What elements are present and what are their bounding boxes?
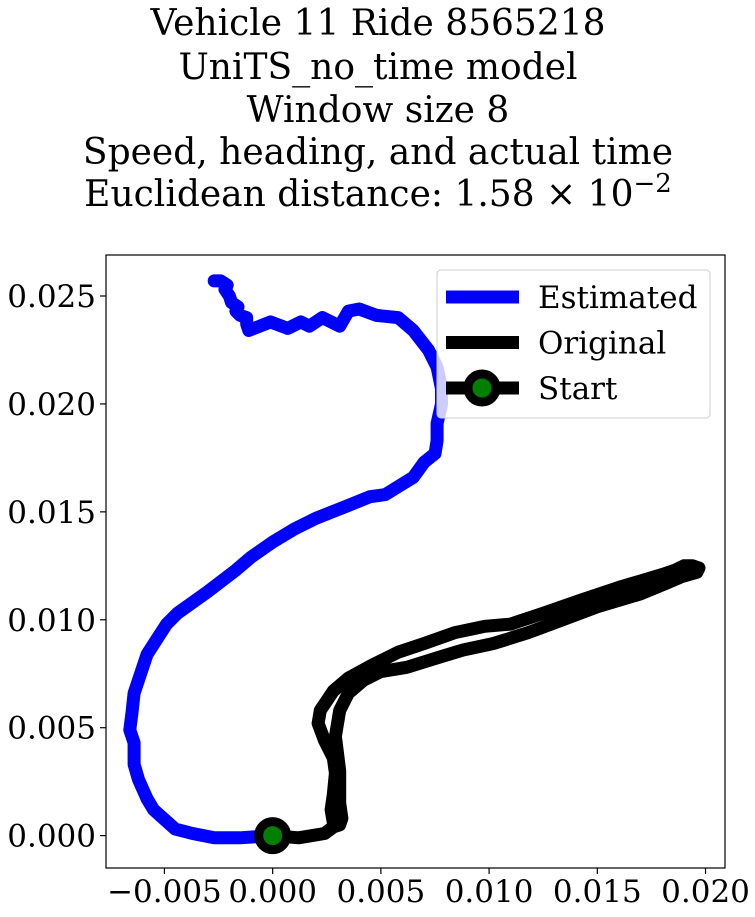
series-line-original xyxy=(266,559,706,845)
x-tick-label: −0.005 xyxy=(107,874,222,910)
x-tick-label: 0.000 xyxy=(228,874,317,910)
x-axis: −0.005 0.000 0.005 0.010 0.015 0.020 xyxy=(107,868,750,910)
x-tick-label: 0.015 xyxy=(553,874,642,910)
legend-label-estimated: Estimated xyxy=(538,280,697,316)
x-tick-label: 0.005 xyxy=(336,874,425,910)
legend-box xyxy=(436,269,711,419)
title-line-5: Euclidean distance: 1.58 × 10−2 xyxy=(84,169,672,215)
x-tick-label: 0.010 xyxy=(445,874,534,910)
legend-label-start: Start xyxy=(538,371,618,407)
y-tick-label: 0.025 xyxy=(7,279,96,315)
y-axis: 0.000 0.005 0.010 0.015 0.020 0.025 xyxy=(7,279,106,855)
x-tick-label: 0.020 xyxy=(661,874,750,910)
series-lines xyxy=(123,274,706,855)
y-tick-label: 0.000 xyxy=(7,819,96,855)
legend-marker-start xyxy=(463,369,501,407)
start-marker xyxy=(254,817,292,855)
axes-frame xyxy=(105,254,726,869)
title-line-1: Vehicle 11 Ride 8565218 xyxy=(149,3,605,44)
series-line-estimated xyxy=(123,274,448,845)
title-line-3: Window size 8 xyxy=(247,90,510,131)
title-line-2: UniTS_no_time model xyxy=(178,47,577,88)
legend-label-original: Original xyxy=(538,326,666,362)
y-tick-label: 0.020 xyxy=(7,387,96,423)
plot-frame xyxy=(105,254,726,869)
title-exponent: −2 xyxy=(633,169,671,199)
y-tick-label: 0.010 xyxy=(7,603,96,639)
y-tick-label: 0.015 xyxy=(7,495,96,531)
title-distance-text: Euclidean distance: 1.58 × 10 xyxy=(84,174,633,215)
y-tick-label: 0.005 xyxy=(7,711,96,747)
legend: Estimated Original Start xyxy=(436,269,711,419)
title-line-4: Speed, heading, and actual time xyxy=(83,132,673,173)
